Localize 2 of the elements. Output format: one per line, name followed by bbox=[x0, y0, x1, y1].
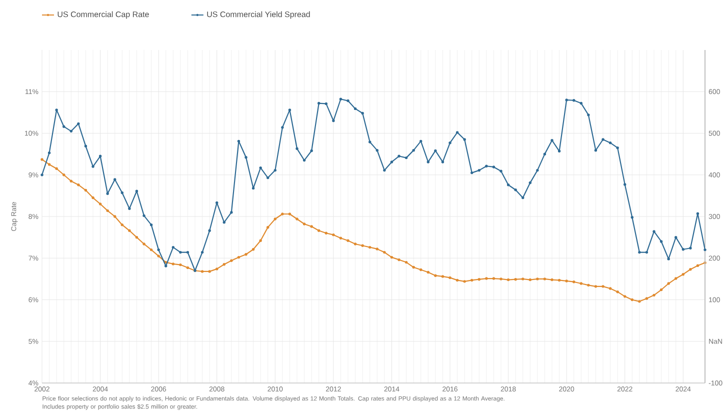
legend-label: US Commercial Yield Spread bbox=[207, 11, 310, 19]
legend-label: US Commercial Cap Rate bbox=[58, 11, 149, 19]
